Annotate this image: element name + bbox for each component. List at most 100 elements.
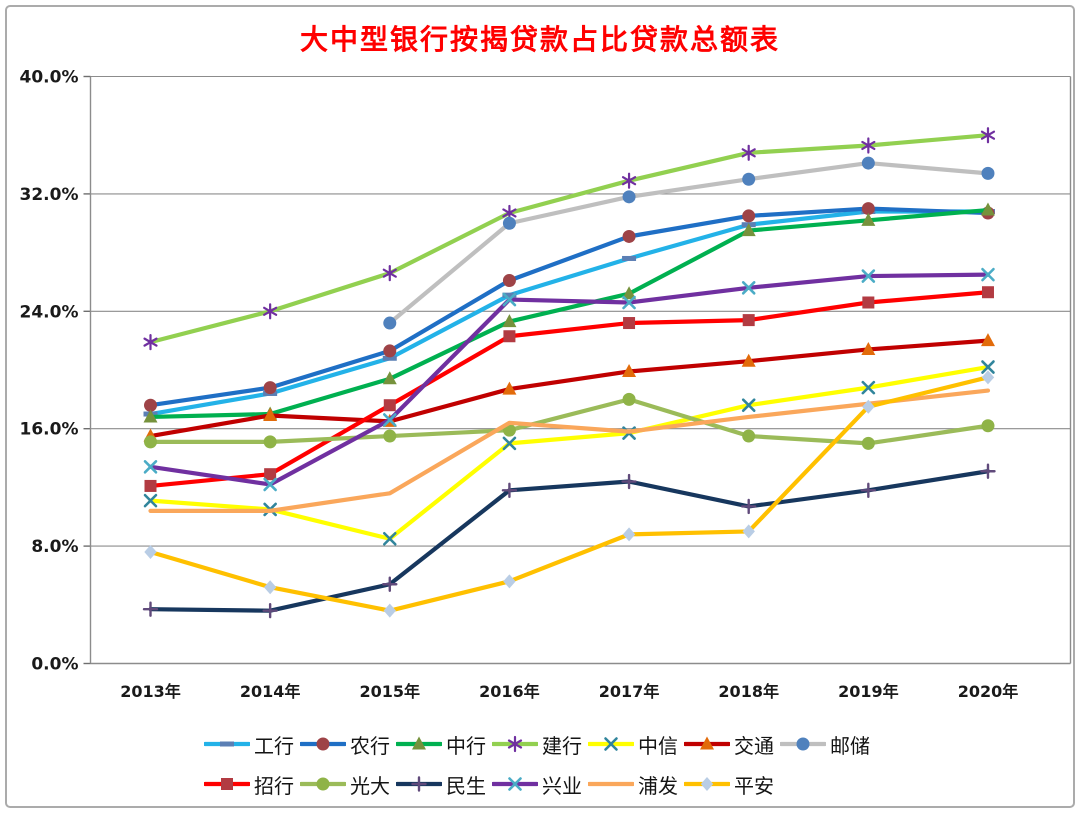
series-marker <box>622 229 636 243</box>
legend-item-交通: 交通 <box>684 730 778 759</box>
series-marker <box>144 398 157 412</box>
legend-item-民生: 民生 <box>396 770 490 799</box>
series-marker <box>700 736 714 750</box>
legend-swatch <box>588 737 634 751</box>
series-marker <box>143 409 158 423</box>
series-marker <box>622 286 637 300</box>
series-marker <box>796 737 810 751</box>
series-marker <box>622 363 637 377</box>
series-marker <box>742 209 756 223</box>
series-marker <box>981 267 995 282</box>
x-axis-tick-label: 2017年 <box>599 682 660 701</box>
legend-swatch <box>204 741 250 747</box>
legend-label: 民生 <box>446 775 486 798</box>
series-marker <box>980 130 996 140</box>
series-marker <box>144 544 157 559</box>
series-marker <box>981 360 995 374</box>
series-marker <box>383 429 397 443</box>
series-marker <box>502 208 517 218</box>
x-axis-tick-label: 2019年 <box>838 682 899 701</box>
series-marker <box>144 479 157 492</box>
series-marker <box>861 380 876 395</box>
legend-label: 工行 <box>254 735 294 758</box>
series-marker <box>741 353 756 367</box>
legend-label: 兴业 <box>542 775 582 798</box>
legend-label: 平安 <box>734 775 774 798</box>
series-marker <box>622 527 636 542</box>
legend-swatch <box>300 737 346 751</box>
series-line-邮储 <box>387 160 991 326</box>
series-line-招行 <box>148 290 991 489</box>
series-marker <box>316 737 330 751</box>
series-marker <box>622 190 636 204</box>
y-axis-tick-label: 32.0% <box>20 185 79 205</box>
series-marker <box>508 777 522 791</box>
series-marker <box>622 255 637 261</box>
legend-label: 建行 <box>542 735 582 758</box>
legend-label: 光大 <box>350 775 390 798</box>
series-marker <box>623 317 636 330</box>
legend-swatch <box>396 776 442 792</box>
series-marker <box>316 777 330 791</box>
series-marker <box>382 413 397 427</box>
series-marker <box>382 268 397 278</box>
series-marker <box>862 296 875 309</box>
series-line-农行 <box>148 206 991 408</box>
y-axis-tick-label: 0.0% <box>31 655 78 675</box>
series-line-建行 <box>148 133 991 345</box>
legend-item-平安: 平安 <box>684 770 778 799</box>
chart-title: 大中型银行按揭贷款占比贷款总额表 <box>299 25 780 56</box>
series-marker <box>861 436 875 450</box>
y-axis-tick-label: 24.0% <box>20 302 79 322</box>
series-marker <box>412 736 426 750</box>
series-marker <box>622 295 636 310</box>
series-marker <box>742 429 756 443</box>
legend-item-招行: 招行 <box>204 770 298 799</box>
series-line-浦发 <box>148 388 991 513</box>
series-marker <box>621 176 637 186</box>
legend-label: 邮储 <box>830 735 870 758</box>
series-marker <box>382 371 397 385</box>
legend-label: 中行 <box>446 735 486 758</box>
series-marker <box>861 212 876 226</box>
series-marker <box>143 493 158 508</box>
y-axis-tick-label: 8.0% <box>31 537 78 557</box>
series-marker <box>263 381 277 395</box>
series-marker <box>861 156 875 170</box>
series-marker <box>741 223 756 237</box>
series-marker <box>503 330 516 343</box>
series-marker <box>502 292 517 298</box>
series-marker <box>383 344 397 358</box>
x-axis-tick-label: 2014年 <box>240 682 301 701</box>
legend-item-中信: 中信 <box>588 730 682 759</box>
series-marker <box>143 460 158 474</box>
series-marker <box>861 269 876 283</box>
series-marker <box>264 468 277 481</box>
legend-item-邮储: 邮储 <box>780 730 874 759</box>
series-marker <box>502 314 517 328</box>
series-marker <box>741 148 756 158</box>
series-line-兴业 <box>148 272 991 487</box>
legend-label: 农行 <box>350 735 390 758</box>
legend-item-光大: 光大 <box>300 770 394 799</box>
series-marker <box>861 341 876 355</box>
chart-legend-rows: 工行 农行 中行 建行 中信 交通 邮储 招行 光大 民生 兴业 浦发 平安 <box>204 724 876 804</box>
series-marker <box>742 314 755 327</box>
legend-item-工行: 工行 <box>204 730 298 759</box>
series-marker <box>220 741 234 747</box>
series-marker <box>383 316 397 330</box>
legend-swatch <box>684 777 730 791</box>
legend-swatch <box>588 781 634 787</box>
legend-row: 招行 光大 民生 兴业 浦发 平安 <box>204 764 876 804</box>
series-marker <box>502 436 517 451</box>
series-marker <box>622 392 636 406</box>
series-marker <box>263 435 277 449</box>
legend-item-中行: 中行 <box>396 730 490 759</box>
legend-label: 交通 <box>734 735 774 758</box>
series-marker <box>502 381 517 395</box>
legend-item-建行: 建行 <box>492 730 586 759</box>
x-axis-tick-label: 2015年 <box>360 682 421 701</box>
series-marker <box>980 202 995 216</box>
y-axis-tick-label: 16.0% <box>20 420 79 440</box>
series-marker <box>143 337 158 347</box>
